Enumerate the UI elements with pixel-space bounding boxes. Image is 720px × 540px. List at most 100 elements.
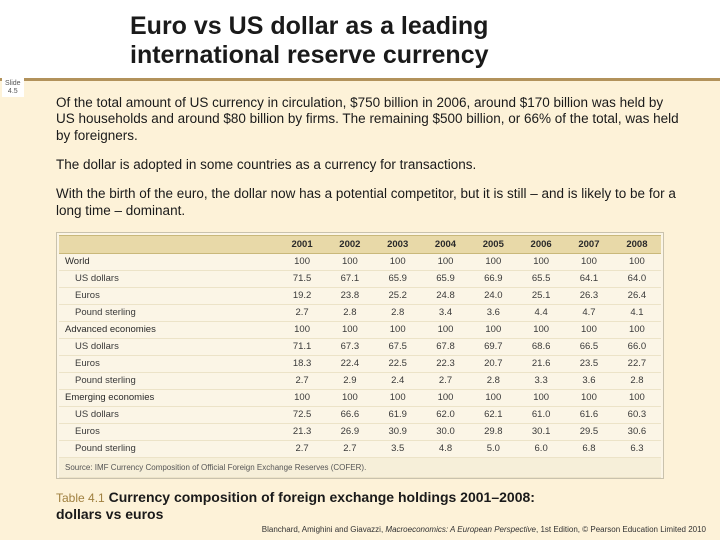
cell-value: 100 (469, 253, 517, 270)
cell-value: 2.8 (326, 304, 374, 321)
cell-value: 66.0 (613, 338, 661, 355)
cell-value: 100 (469, 321, 517, 338)
cell-value: 4.4 (517, 304, 565, 321)
cell-value: 100 (326, 321, 374, 338)
cell-value: 22.4 (326, 355, 374, 372)
cell-value: 100 (517, 321, 565, 338)
cell-value: 100 (565, 321, 613, 338)
title-line1: Euro vs US dollar as a leading (130, 12, 488, 40)
title-line2: international reserve currency (130, 41, 489, 69)
caption-text-2: dollars vs euros (56, 506, 163, 522)
cell-value: 2.8 (613, 372, 661, 389)
table-header: 20012002200320042005200620072008 (59, 235, 661, 253)
cell-value: 26.9 (326, 423, 374, 440)
cell-value: 100 (278, 389, 326, 406)
cell-value: 100 (278, 321, 326, 338)
cell-value: 6.8 (565, 440, 613, 457)
cell-value: 4.8 (422, 440, 470, 457)
cell-value: 6.0 (517, 440, 565, 457)
cell-value: 67.3 (326, 338, 374, 355)
cell-value: 30.6 (613, 423, 661, 440)
col-label (59, 235, 278, 253)
cell-value: 64.1 (565, 270, 613, 287)
table-row: World100100100100100100100100 (59, 253, 661, 270)
caption-text-1: Currency composition of foreign exchange… (109, 489, 535, 505)
cell-value: 60.3 (613, 406, 661, 423)
cell-value: 100 (517, 389, 565, 406)
cell-value: 26.4 (613, 287, 661, 304)
table-row: Euros21.326.930.930.029.830.129.530.6 (59, 423, 661, 440)
table-row: US dollars71.567.165.965.966.965.564.164… (59, 270, 661, 287)
cell-value: 29.8 (469, 423, 517, 440)
col-year: 2004 (422, 235, 470, 253)
cell-value: 68.6 (517, 338, 565, 355)
row-label: Pound sterling (59, 304, 278, 321)
data-table-container: 20012002200320042005200620072008 World10… (56, 232, 664, 479)
footer-credit: Blanchard, Amighini and Giavazzi, Macroe… (262, 525, 706, 534)
cell-value: 69.7 (469, 338, 517, 355)
cell-value: 100 (422, 389, 470, 406)
slide-tag-num: 4.5 (8, 88, 18, 95)
cell-value: 21.6 (517, 355, 565, 372)
cell-value: 62.1 (469, 406, 517, 423)
col-year: 2003 (374, 235, 422, 253)
cell-value: 100 (278, 253, 326, 270)
slide-tag-word: Slide (5, 80, 21, 87)
cell-value: 24.0 (469, 287, 517, 304)
cell-value: 64.0 (613, 270, 661, 287)
row-label: Emerging economies (59, 389, 278, 406)
cell-value: 19.2 (278, 287, 326, 304)
cell-value: 2.7 (278, 304, 326, 321)
col-year: 2007 (565, 235, 613, 253)
col-year: 2002 (326, 235, 374, 253)
row-label: Euros (59, 355, 278, 372)
currency-table: 20012002200320042005200620072008 World10… (59, 235, 661, 478)
row-label: Pound sterling (59, 440, 278, 457)
cell-value: 29.5 (565, 423, 613, 440)
table-row: US dollars72.566.661.962.062.161.061.660… (59, 406, 661, 423)
caption-label: Table 4.1 (56, 491, 105, 505)
table-row: Euros18.322.422.522.320.721.623.522.7 (59, 355, 661, 372)
cell-value: 2.8 (469, 372, 517, 389)
cell-value: 100 (326, 389, 374, 406)
table-row: Advanced economies1001001001001001001001… (59, 321, 661, 338)
cell-value: 65.5 (517, 270, 565, 287)
col-year: 2008 (613, 235, 661, 253)
cell-value: 2.7 (278, 440, 326, 457)
cell-value: 66.9 (469, 270, 517, 287)
paragraph-1: Of the total amount of US currency in ci… (56, 95, 680, 146)
table-row: US dollars71.167.367.567.869.768.666.566… (59, 338, 661, 355)
row-label: Euros (59, 287, 278, 304)
table-caption: Table 4.1 Currency composition of foreig… (0, 479, 720, 523)
cell-value: 22.5 (374, 355, 422, 372)
cell-value: 2.7 (278, 372, 326, 389)
cell-value: 18.3 (278, 355, 326, 372)
col-year: 2005 (469, 235, 517, 253)
cell-value: 20.7 (469, 355, 517, 372)
cell-value: 2.7 (326, 440, 374, 457)
slide-title: Euro vs US dollar as a leading internati… (130, 12, 720, 70)
cell-value: 65.9 (374, 270, 422, 287)
cell-value: 30.9 (374, 423, 422, 440)
cell-value: 100 (469, 389, 517, 406)
cell-value: 4.1 (613, 304, 661, 321)
cell-value: 100 (374, 389, 422, 406)
cell-value: 100 (374, 321, 422, 338)
cell-value: 100 (613, 253, 661, 270)
cell-value: 3.6 (469, 304, 517, 321)
footer-title: Macroeconomics: A European Perspective (385, 525, 536, 534)
cell-value: 61.0 (517, 406, 565, 423)
cell-value: 71.5 (278, 270, 326, 287)
cell-value: 2.4 (374, 372, 422, 389)
cell-value: 67.8 (422, 338, 470, 355)
cell-value: 30.0 (422, 423, 470, 440)
cell-value: 5.0 (469, 440, 517, 457)
table-body: World100100100100100100100100US dollars7… (59, 253, 661, 477)
row-label: US dollars (59, 270, 278, 287)
cell-value: 100 (565, 253, 613, 270)
cell-value: 23.5 (565, 355, 613, 372)
row-label: Euros (59, 423, 278, 440)
slide-number-tag: Slide 4.5 (2, 78, 24, 97)
cell-value: 3.6 (565, 372, 613, 389)
cell-value: 2.9 (326, 372, 374, 389)
